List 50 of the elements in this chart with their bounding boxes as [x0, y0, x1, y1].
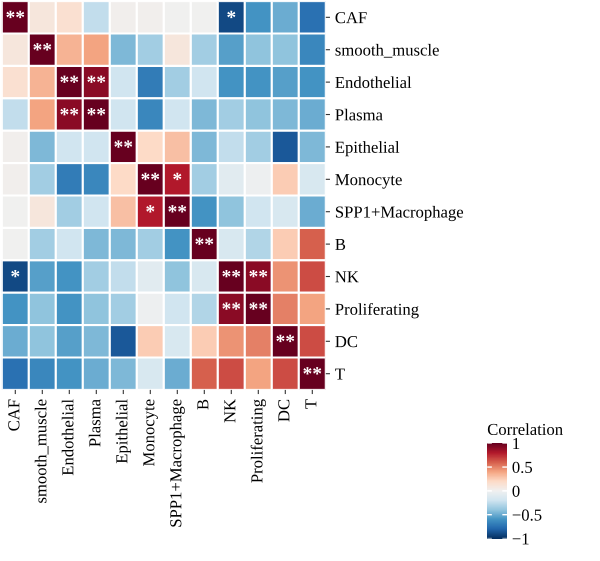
data-label: **	[60, 76, 78, 83]
y-tick-label: Plasma	[335, 108, 383, 120]
x-tick-label: T	[305, 399, 316, 409]
x-tick-label: Epithelial	[116, 399, 131, 464]
color-bar-label: 0.5	[512, 462, 532, 474]
y-tick-label: T	[335, 368, 345, 380]
y-tick-label: NK	[335, 271, 359, 282]
x-tick-label: Plasma	[88, 399, 100, 447]
data-label: **	[249, 270, 268, 278]
data-label: **	[87, 108, 106, 116]
y-tick-label: Monocyte	[335, 174, 402, 189]
data-label: **	[222, 270, 240, 278]
data-label: **	[168, 205, 186, 213]
data-label: **	[195, 238, 214, 245]
y-tick-label: Proliferating	[335, 303, 419, 318]
color-bar-label: 1	[513, 438, 520, 449]
y-tick-label: DC	[335, 336, 358, 348]
data-label: **	[303, 367, 322, 374]
data-label: **	[87, 76, 106, 83]
y-tick-label: B	[335, 238, 346, 250]
x-tick-label: SPP1+Macrophage	[170, 400, 185, 527]
color-bar-title: Correlation	[488, 423, 563, 436]
x-tick-label: CAF	[8, 400, 20, 431]
data-label: **	[276, 334, 294, 342]
y-tick-label: Epithelial	[335, 141, 400, 156]
color-bar-label: 0	[512, 486, 520, 497]
x-tick-label: Proliferating	[250, 399, 266, 483]
color-bar-label: −0.5	[512, 509, 542, 521]
x-tick-label: smooth_muscle	[34, 400, 48, 503]
data-label: **	[222, 302, 240, 310]
x-tick-label: NK	[224, 399, 236, 423]
data-label: **	[60, 108, 78, 116]
data-label: *	[227, 10, 236, 18]
color-bar-label: −1	[512, 533, 529, 544]
x-tick-label: B	[197, 400, 208, 410]
y-tick-label: Endothelial	[335, 76, 412, 88]
x-tick-label: Monocyte	[143, 400, 158, 466]
data-label: **	[33, 43, 52, 51]
data-label: **	[114, 140, 132, 148]
y-tick-label: CAF	[336, 12, 367, 24]
x-tick-label: Endothelial	[62, 399, 74, 476]
data-label: **	[249, 302, 268, 310]
data-label: *	[146, 205, 154, 213]
y-tick-label: SPP1+Macrophage	[336, 206, 464, 222]
x-tick-label: DC	[278, 400, 290, 422]
data-label: **	[6, 10, 24, 18]
data-label: *	[11, 270, 20, 278]
data-label: *	[173, 172, 182, 180]
y-tick-label: smooth_muscle	[336, 44, 439, 58]
data-label: **	[141, 172, 160, 180]
